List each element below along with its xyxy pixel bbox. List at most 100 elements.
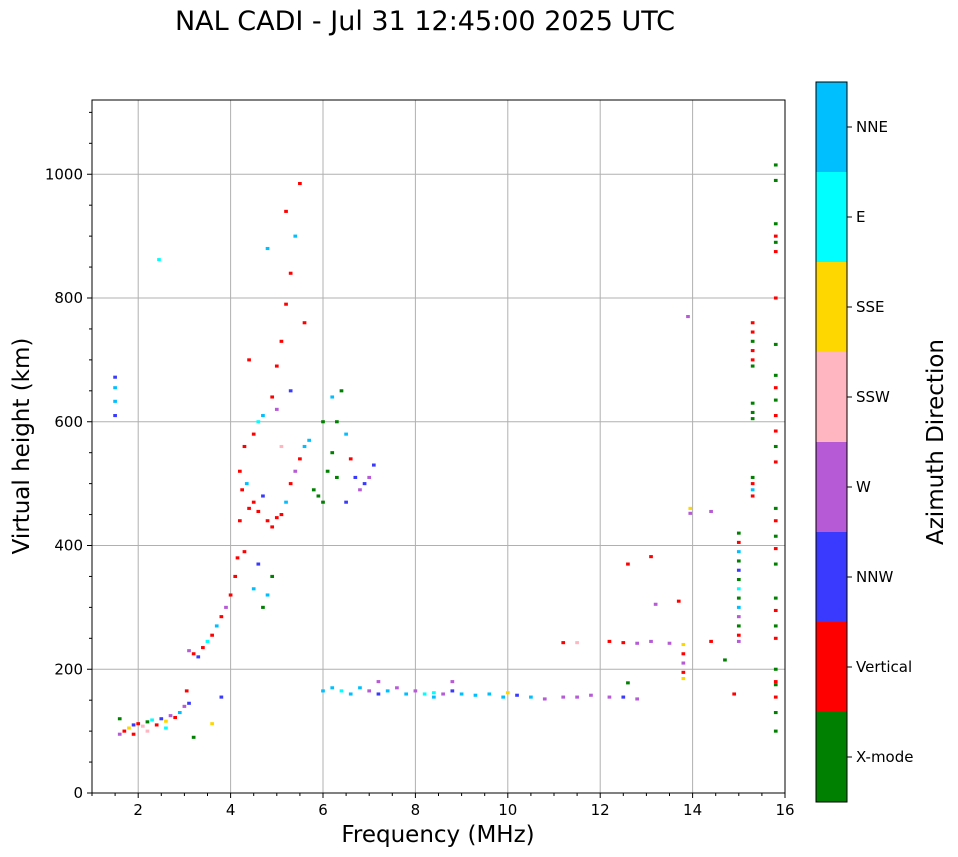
echo-point <box>649 555 653 559</box>
echo-point <box>159 717 164 721</box>
echo-point <box>302 321 307 325</box>
echo-point <box>145 720 150 724</box>
echo-point <box>288 271 293 275</box>
echo-point <box>270 574 275 578</box>
echo-point <box>736 568 741 572</box>
echo-point <box>635 697 640 701</box>
echo-point <box>270 395 275 399</box>
echo-point <box>626 681 630 685</box>
echo-point <box>621 695 626 699</box>
echo-point <box>750 401 755 405</box>
echo-point <box>302 444 307 449</box>
echo-point <box>773 729 778 733</box>
echo-point <box>750 482 755 486</box>
x-tick-label: 8 <box>411 801 421 819</box>
echo-point <box>279 339 284 343</box>
echo-point <box>265 593 270 597</box>
echo-point <box>348 457 353 461</box>
echo-point <box>344 500 348 504</box>
echo-point <box>214 624 219 628</box>
echo-point <box>607 695 612 699</box>
x-tick-label: 6 <box>318 801 328 819</box>
echo-point <box>681 670 686 674</box>
echo-point <box>542 697 547 701</box>
echo-point <box>773 680 778 684</box>
y-tick-label: 800 <box>54 289 83 307</box>
echo-point <box>177 711 182 715</box>
echo-point <box>773 444 778 449</box>
echo-point <box>676 599 681 603</box>
echo-point <box>251 587 256 591</box>
echo-point <box>154 723 159 727</box>
echo-point <box>736 577 741 582</box>
echo-point <box>773 429 778 433</box>
echo-point <box>773 414 778 418</box>
echo-point <box>561 695 566 699</box>
echo-point <box>607 639 612 643</box>
echo-point <box>501 695 506 699</box>
echo-point <box>773 234 778 238</box>
y-tick-label: 400 <box>54 537 83 555</box>
echo-point <box>736 615 741 619</box>
echo-point <box>773 683 778 687</box>
colorbar-tick-label: SSW <box>856 388 890 406</box>
echo-point <box>293 234 298 238</box>
echo-point <box>311 488 316 492</box>
colorbar: X-mode Vertical NNW W SSW SSE E NNE <box>815 81 913 803</box>
echo-point <box>413 689 418 693</box>
echo-point <box>113 414 117 418</box>
echo-point <box>321 689 325 693</box>
echo-point <box>288 482 293 486</box>
echo-point <box>265 246 270 251</box>
y-tick-label: 1000 <box>45 165 83 183</box>
grid-lines <box>92 100 785 794</box>
echo-point <box>251 432 256 436</box>
colorbar-segment <box>816 442 847 532</box>
echo-point <box>244 482 249 486</box>
echo-point <box>681 661 686 665</box>
echo-point <box>131 723 136 727</box>
echo-point <box>113 386 117 390</box>
echo-point <box>773 342 778 346</box>
x-tick-label: 2 <box>133 801 143 819</box>
echo-point <box>242 550 247 554</box>
echo-point <box>750 339 755 343</box>
echo-point <box>210 722 214 726</box>
echo-point <box>459 692 464 696</box>
y-tick-label: 0 <box>73 784 83 802</box>
echo-point <box>164 726 168 730</box>
echo-point <box>335 420 339 424</box>
echo-point <box>113 399 117 403</box>
colorbar-segment <box>816 262 847 352</box>
echo-point <box>256 562 261 566</box>
echo-point <box>348 692 353 696</box>
echo-point <box>191 652 196 656</box>
echo-point <box>487 692 492 696</box>
echo-point <box>736 540 741 544</box>
echo-point <box>667 641 672 645</box>
echo-point <box>228 593 233 597</box>
echo-point <box>773 386 778 390</box>
colorbar-tick-label: Vertical <box>856 658 912 676</box>
echo-point <box>750 364 755 368</box>
echo-point <box>376 680 381 684</box>
colorbar-tick-label: W <box>856 478 871 496</box>
echo-point <box>117 732 122 736</box>
echo-point <box>316 494 321 498</box>
chart-title: NAL CADI - Jul 31 12:45:00 2025 UTC <box>174 6 676 37</box>
echo-point <box>150 718 154 722</box>
echo-point <box>210 633 214 637</box>
colorbar-segment <box>816 82 847 172</box>
echo-point <box>261 605 265 609</box>
echo-point <box>575 641 579 645</box>
echo-point <box>773 636 778 640</box>
echo-point <box>773 695 778 699</box>
echo-point <box>288 389 293 393</box>
echo-point <box>750 330 755 334</box>
echo-point <box>339 389 344 393</box>
echo-point <box>589 693 593 697</box>
echo-point <box>358 488 362 492</box>
echo-point <box>270 525 275 529</box>
echo-point <box>773 460 778 464</box>
